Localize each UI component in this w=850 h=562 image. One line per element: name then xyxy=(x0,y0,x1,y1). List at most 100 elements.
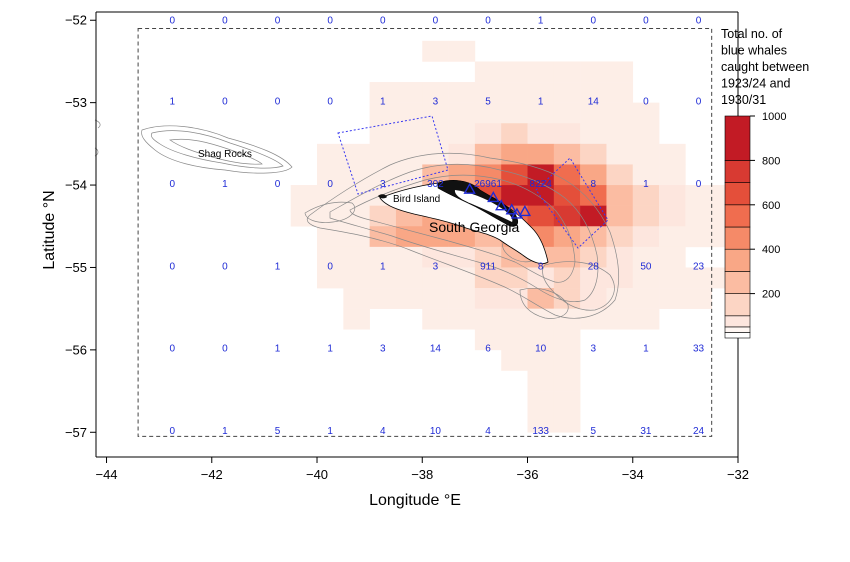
catch-cell xyxy=(606,82,634,103)
catch-cell xyxy=(606,267,634,289)
catch-cell xyxy=(369,246,397,268)
catch-cell xyxy=(448,226,476,248)
legend-swatch xyxy=(724,293,751,317)
count-label: 50 xyxy=(640,261,652,272)
study-area-boundary xyxy=(137,27,713,437)
catch-cell xyxy=(580,61,607,83)
count-label: 26961 xyxy=(474,179,502,190)
catch-cell xyxy=(632,123,660,145)
catch-cell xyxy=(632,143,660,165)
catch-cell xyxy=(395,164,423,186)
catch-cell xyxy=(553,102,581,124)
catch-cell xyxy=(632,205,660,227)
count-label: 10 xyxy=(535,344,547,355)
catch-cell xyxy=(527,411,555,433)
count-label: 8 xyxy=(591,179,597,190)
grid-count-labels: 0 0 0 0 0 0 0 1 0 0 01 0 0 0 1 3 5 1 14 0 00 1 0 0 3 302 26961 8224… xyxy=(170,16,705,437)
catch-cell xyxy=(448,40,476,62)
catch-cell xyxy=(343,288,370,309)
south-georgia-contour-inner xyxy=(349,174,576,283)
count-label: 1 xyxy=(643,179,649,190)
catch-cell xyxy=(580,164,607,186)
shag-rocks-label: Shag Rocks xyxy=(198,149,252,160)
count-label: 6 xyxy=(485,344,491,355)
catch-cell xyxy=(422,143,449,165)
whaling-station-marker xyxy=(518,204,532,217)
catch-cell xyxy=(632,102,660,124)
catch-cell xyxy=(369,123,397,145)
count-label: 1 xyxy=(275,261,281,272)
count-label: 0 xyxy=(327,97,333,108)
catch-cell xyxy=(395,143,423,165)
count-label: 3 xyxy=(433,261,439,272)
count-label: 0 xyxy=(327,261,333,272)
count-label: 5 xyxy=(591,426,597,437)
catch-cell xyxy=(501,102,528,124)
catch-cell xyxy=(580,288,607,309)
catch-cell xyxy=(343,143,370,165)
catch-cell xyxy=(527,123,555,145)
count-label: 4 xyxy=(485,426,491,437)
count-label: 1 xyxy=(380,97,386,108)
catch-cell xyxy=(317,267,344,289)
catch-cell xyxy=(395,267,423,289)
catch-cell xyxy=(527,82,555,103)
catch-cell xyxy=(553,246,581,268)
catch-cell xyxy=(553,164,581,186)
y-tick-label: −52 xyxy=(65,13,87,28)
count-label: 8 xyxy=(538,261,544,272)
catch-cell xyxy=(317,226,344,248)
catch-cell xyxy=(527,391,555,412)
count-label: 0 xyxy=(643,16,649,27)
catch-cell xyxy=(659,288,686,309)
count-label: 5 xyxy=(275,426,281,437)
count-label: 8224 xyxy=(530,179,553,190)
catch-cell xyxy=(580,143,607,165)
catch-cell xyxy=(580,205,607,227)
count-label: 3 xyxy=(380,179,386,190)
catch-cell xyxy=(685,226,712,248)
count-label: 28 xyxy=(588,261,600,272)
catch-cell xyxy=(606,143,634,165)
catch-cell xyxy=(606,205,634,227)
catch-cell xyxy=(501,82,528,103)
count-label: 0 xyxy=(170,261,176,272)
legend-title-line: Total no. of xyxy=(721,27,783,41)
catch-cell xyxy=(553,349,581,371)
bird-island-landmass xyxy=(378,194,387,199)
count-label: 0 xyxy=(327,16,333,27)
catch-cell xyxy=(422,40,449,62)
catch-cell xyxy=(527,143,555,165)
y-tick-label: −54 xyxy=(65,178,87,193)
count-label: 0 xyxy=(696,16,702,27)
catch-cell xyxy=(448,123,476,145)
catch-cell xyxy=(580,267,607,289)
whaling-station-marker xyxy=(487,190,500,203)
catch-cell xyxy=(553,288,581,309)
catch-cell xyxy=(659,164,686,186)
catch-cell xyxy=(474,164,502,186)
survey-boxes xyxy=(337,115,609,249)
count-label: 3 xyxy=(380,344,386,355)
catch-cell xyxy=(501,143,528,165)
catch-cell xyxy=(474,288,502,309)
catch-cell xyxy=(580,226,607,248)
catch-cell xyxy=(448,143,476,165)
catch-cell xyxy=(553,267,581,289)
count-label: 0 xyxy=(222,344,228,355)
catch-cell xyxy=(474,102,502,124)
catch-cell xyxy=(606,123,634,145)
catch-cell xyxy=(632,226,660,248)
catch-cell xyxy=(395,82,423,103)
count-label: 0 xyxy=(170,16,176,27)
catch-cell xyxy=(606,102,634,124)
catch-cell xyxy=(395,102,423,124)
legend-tick-label: 400 xyxy=(762,244,780,256)
count-label: 31 xyxy=(640,426,652,437)
catch-cell xyxy=(659,143,686,165)
count-label: 1 xyxy=(327,426,333,437)
count-label: 1 xyxy=(275,344,281,355)
catch-cell xyxy=(553,123,581,145)
catch-cell xyxy=(685,185,712,206)
catch-cell xyxy=(632,308,660,330)
